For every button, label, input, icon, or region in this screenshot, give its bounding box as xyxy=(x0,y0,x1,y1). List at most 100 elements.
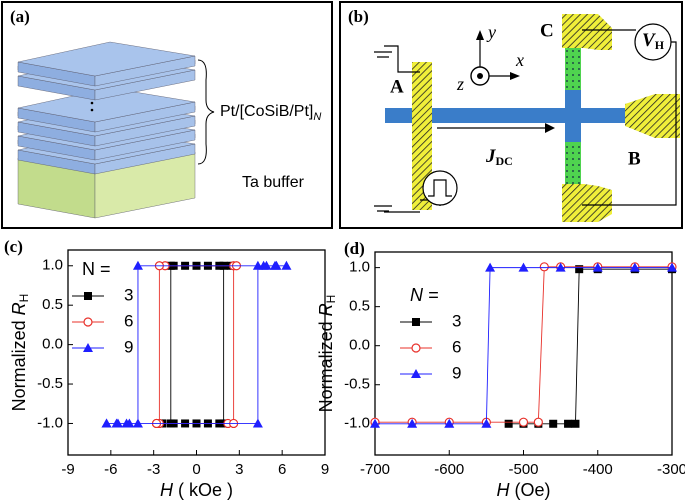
stack-text: Pt/[CoSiB/Pt] xyxy=(220,103,313,120)
x-tick-label: -3 xyxy=(147,461,160,478)
marker xyxy=(518,262,529,272)
voltage-label: VH xyxy=(642,30,665,51)
contact-b-label: B xyxy=(628,148,641,169)
marker xyxy=(667,262,677,272)
y-axis-text: Normalized xyxy=(316,316,336,412)
x-tick-label: -500 xyxy=(508,461,538,478)
y-axis-label: Normalized RH xyxy=(316,295,338,413)
stack-label: Pt/[CoSiB/Pt]N xyxy=(220,103,321,123)
buffer-label: Ta buffer xyxy=(242,174,305,191)
x-axis-label: H (Oe) xyxy=(496,480,550,500)
stack-subscript: N xyxy=(313,111,321,123)
layer-top xyxy=(17,41,196,77)
x-tick-label: -6 xyxy=(104,461,117,478)
pad-bottom xyxy=(565,142,581,184)
marker xyxy=(504,419,513,428)
x-axis-unit: ( kOe ) xyxy=(173,480,233,500)
current-symbol: J xyxy=(485,146,496,167)
marker xyxy=(281,260,292,270)
y-tick-label: -1.0 xyxy=(37,414,63,431)
axis-z-label: z xyxy=(456,74,464,94)
contact-a-label: A xyxy=(390,76,404,97)
legend-label: 9 xyxy=(452,363,461,382)
x-tick-label: -600 xyxy=(434,461,464,478)
y-arrow xyxy=(476,30,484,40)
x-tick-label: 9 xyxy=(321,461,329,478)
panel-label: (a) xyxy=(10,7,30,26)
z-axis-dot xyxy=(477,73,483,79)
marker xyxy=(132,260,143,270)
ellipsis-dot xyxy=(90,108,94,112)
legend-title: N = xyxy=(410,285,439,305)
y-tick-label: 1.0 xyxy=(349,259,370,276)
marker xyxy=(555,262,566,272)
marker xyxy=(121,418,132,428)
marker xyxy=(539,262,549,272)
current-label: JDC xyxy=(485,146,513,167)
marker xyxy=(481,418,492,428)
legend-marker xyxy=(412,318,420,326)
marker xyxy=(564,419,573,428)
x-tick-label: -9 xyxy=(61,461,74,478)
contact-c2 xyxy=(562,184,612,222)
contact-a xyxy=(412,62,432,210)
y-tick-label: 0.5 xyxy=(349,298,370,315)
voltage-symbol: V xyxy=(642,30,656,51)
x-tick-label: 0 xyxy=(192,461,200,478)
axis-y-label: y xyxy=(486,22,496,42)
y-axis-label: Normalized RH xyxy=(9,294,31,412)
marker xyxy=(549,419,558,428)
pulse-shape xyxy=(428,179,452,197)
x-tick-label: -700 xyxy=(360,461,390,478)
marker xyxy=(132,418,143,428)
pad-top xyxy=(565,48,581,90)
voltmeter xyxy=(634,23,672,61)
x-arrow xyxy=(510,72,520,80)
y-tick-label: 0.0 xyxy=(349,337,370,354)
marker xyxy=(485,262,496,272)
marker xyxy=(629,262,640,272)
legend-marker xyxy=(83,343,93,352)
series-line xyxy=(508,268,672,425)
y-tick-label: -1.0 xyxy=(344,415,370,432)
brace xyxy=(197,59,215,165)
series-line xyxy=(375,267,672,425)
ellipsis-dot xyxy=(90,101,94,105)
marker xyxy=(258,260,269,270)
x-axis-label: H ( kOe ) xyxy=(160,480,233,500)
legend-label: 6 xyxy=(124,311,133,330)
marker xyxy=(518,417,529,427)
current-arrow xyxy=(545,123,555,133)
marker xyxy=(575,265,584,274)
y-tick-label: 0.0 xyxy=(42,336,63,353)
axes-lines xyxy=(479,36,514,77)
series-line xyxy=(106,265,287,424)
voltage-subscript: H xyxy=(655,38,665,52)
contact-c xyxy=(562,14,612,50)
marker xyxy=(407,418,418,428)
x-tick-label: -400 xyxy=(583,461,613,478)
x-tick-label: 6 xyxy=(278,461,286,478)
y-axis-subscript: H xyxy=(324,295,338,304)
layer-stack xyxy=(17,41,196,219)
marker xyxy=(444,418,455,428)
y-axis-subscript: H xyxy=(17,294,31,303)
y-axis-text: Normalized xyxy=(9,315,29,411)
panel-label: (c) xyxy=(4,237,23,256)
panel-label: (b) xyxy=(348,7,369,26)
hall-cross xyxy=(565,90,581,142)
marker xyxy=(111,418,122,428)
charts: (c) -9 -6 -3 0 3 6 9 -1.0 -0.5 0.0 0.5 1.0 H ( kOe ) N… xyxy=(4,237,685,500)
marker xyxy=(101,418,112,428)
marker xyxy=(252,418,263,428)
contact-c-label: C xyxy=(540,20,554,41)
contact-b xyxy=(625,94,680,138)
x-tick-label: 3 xyxy=(235,461,243,478)
panel-label: (d) xyxy=(344,239,365,258)
legend-label: 3 xyxy=(452,311,461,330)
legend-marker xyxy=(84,292,92,300)
legend-marker xyxy=(411,343,421,353)
y-tick-label: -0.5 xyxy=(37,375,63,392)
